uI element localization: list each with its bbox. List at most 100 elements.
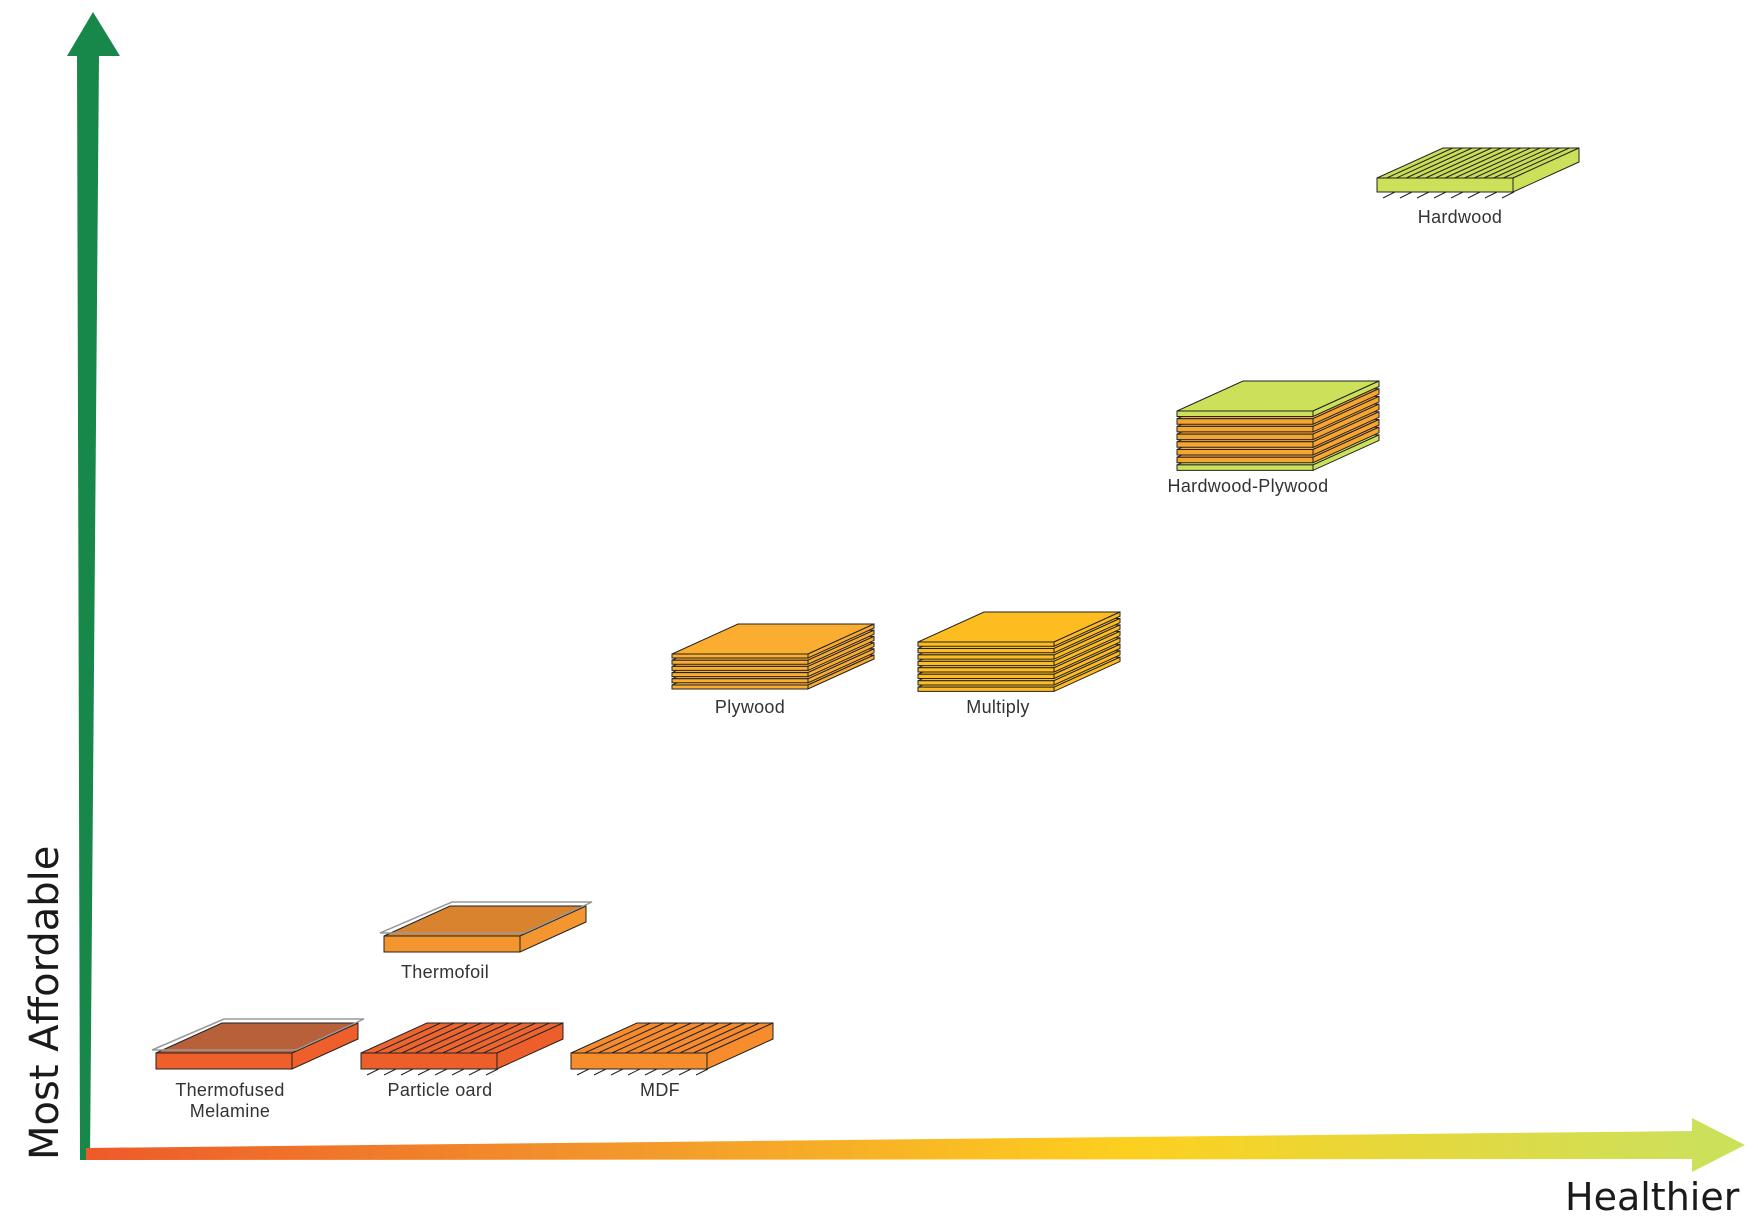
layer-0-side-face (1312, 380, 1380, 418)
layer-4-front-face (1176, 441, 1314, 448)
hardwood-front-face (1376, 177, 1514, 193)
material-thermofoil (379, 901, 593, 953)
layer-5-side-face (1053, 643, 1121, 680)
grain-line (584, 1022, 651, 1054)
layer-0-front-face (671, 653, 809, 659)
layer-2-front-face (671, 665, 809, 671)
hatch-line (1467, 191, 1481, 199)
hatch-line (1484, 191, 1498, 199)
hatch-line (1501, 191, 1515, 199)
thermofused-melamine-side-face (291, 1022, 359, 1070)
grain-line (679, 1022, 747, 1054)
layer-5-front-face (1176, 449, 1314, 456)
label-mdf: MDF (580, 1080, 740, 1101)
layer-1-front-face (917, 647, 1055, 654)
layer-5-side-face (1312, 418, 1380, 456)
particle-board-side-face (496, 1022, 564, 1070)
hatch-line (678, 1068, 692, 1076)
y-axis-arrow (77, 55, 99, 1160)
layer-2-front-face (1176, 425, 1314, 433)
layer-1-front-face (671, 659, 809, 665)
hatch-line (593, 1068, 607, 1076)
grain-line (1425, 147, 1492, 179)
layer-7-side-face (1053, 656, 1121, 693)
thermofoil-front-face (383, 935, 521, 953)
hatch-line (1399, 191, 1413, 199)
layer-1-side-face (1053, 617, 1121, 654)
grain-line (1483, 147, 1551, 179)
grain-line (428, 1022, 496, 1054)
grain-line (1493, 147, 1560, 179)
x-axis-title: Healthier (1565, 1175, 1740, 1219)
hatch-line (485, 1068, 499, 1076)
hatch-line (610, 1068, 624, 1076)
label-line1: Thermofused (175, 1080, 285, 1100)
hatch-line (417, 1068, 431, 1076)
grain-line (401, 1022, 469, 1054)
label-particle-board: Particle oard (360, 1080, 520, 1101)
grain-line (1473, 147, 1541, 179)
grain-line (1454, 147, 1521, 179)
layer-4-front-face (671, 678, 809, 684)
material-thermofused-melamine (151, 1018, 365, 1070)
layer-7-side-face (1312, 434, 1380, 472)
grain-line (1435, 147, 1502, 179)
hatch-line (576, 1068, 590, 1076)
layer-2-side-face (1053, 624, 1121, 660)
hatch-line (468, 1068, 482, 1076)
particle-board-front-face (360, 1052, 498, 1070)
grain-line (638, 1022, 706, 1054)
layer-2-side-face (807, 635, 875, 672)
grain-line (1444, 147, 1512, 179)
layer-2-side-face (1312, 395, 1380, 433)
label-line1: Multiply (966, 697, 1030, 717)
material-hardwood (1376, 147, 1580, 199)
layer-4-side-face (1053, 637, 1121, 673)
hatch-line (695, 1068, 709, 1076)
hatch-line (1450, 191, 1464, 199)
hatch-line (661, 1068, 675, 1076)
y-axis-title: Most Affordable (22, 845, 68, 1160)
hatch-line (1433, 191, 1447, 199)
label-line1: Hardwood (1417, 207, 1503, 227)
thermofused-melamine-front-face (155, 1052, 293, 1070)
layer-5-front-face (671, 684, 809, 690)
material-particle-board (360, 1022, 564, 1076)
layer-3-side-face (1053, 630, 1121, 667)
label-line2: Melamine (189, 1101, 271, 1121)
label-multiply: Multiply (918, 697, 1078, 718)
hatch-line (400, 1068, 414, 1076)
layer-0-side-face (807, 623, 875, 659)
y-axis-arrowhead (67, 12, 120, 56)
layer-0-front-face (917, 641, 1055, 647)
label-plywood: Plywood (670, 697, 830, 718)
grain-line (1503, 147, 1570, 179)
material-plywood (671, 623, 875, 690)
layer-7-front-face (917, 686, 1055, 692)
label-line1: Hardwood-Plywood (1167, 476, 1329, 496)
hatch-line (627, 1068, 641, 1076)
layer-6-front-face (917, 680, 1055, 686)
layer-6-front-face (1176, 456, 1314, 464)
layer-2-front-face (917, 654, 1055, 660)
layer-3-front-face (671, 672, 809, 678)
grain-line (1464, 147, 1531, 179)
layer-1-side-face (807, 629, 875, 665)
label-line1: Thermofoil (400, 962, 490, 982)
layer-3-side-face (1312, 403, 1380, 441)
hatch-line (1416, 191, 1430, 199)
hatch-line (434, 1068, 448, 1076)
layer-4-side-face (1312, 411, 1380, 449)
layer-3-front-face (917, 660, 1055, 667)
grain-line (387, 1022, 455, 1054)
layer-4-side-face (807, 648, 875, 684)
label-line1: Plywood (714, 697, 786, 717)
grain-line (611, 1022, 679, 1054)
layer-0-side-face (1053, 611, 1121, 648)
layer-6-side-face (1312, 426, 1380, 464)
grain-line (483, 1022, 550, 1054)
label-line1: MDF (640, 1080, 680, 1100)
label-hardwood: Hardwood (1380, 207, 1540, 228)
